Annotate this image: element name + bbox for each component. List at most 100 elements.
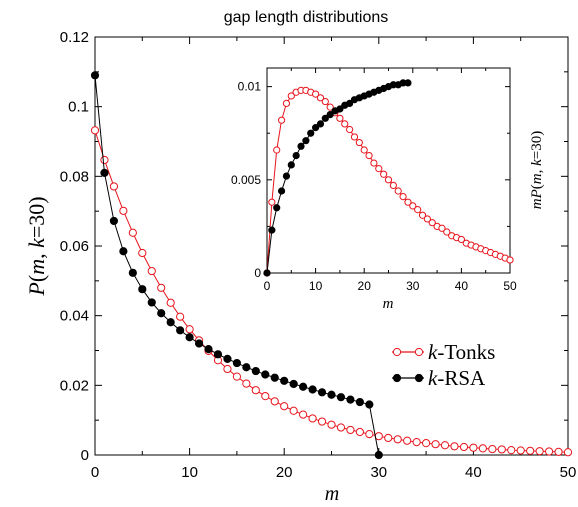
main-point-0 [450, 442, 459, 451]
main-point-0 [299, 410, 308, 419]
chart-title: gap length distributions [224, 9, 389, 26]
inset-point-1 [263, 269, 271, 277]
main-point-0 [412, 438, 421, 447]
main-point-0 [280, 402, 289, 411]
main-point-0 [478, 444, 487, 453]
inset-point-1 [302, 137, 310, 145]
main-point-1 [289, 379, 298, 389]
inset-point-1 [404, 79, 412, 87]
main-point-0 [355, 427, 364, 437]
main-point-0 [459, 442, 469, 452]
main-point-0 [384, 433, 393, 443]
main-point-0 [261, 392, 270, 401]
inset-point-0 [506, 256, 514, 264]
main-point-1 [280, 376, 289, 385]
inset-point-0 [380, 170, 388, 178]
main-y-tick-label: 0.02 [60, 377, 89, 394]
inset-x-tick-label: 20 [358, 279, 372, 293]
inset-point-1 [268, 226, 276, 234]
main-point-1 [270, 373, 279, 382]
main-point-1 [232, 358, 241, 368]
main-point-0 [365, 430, 374, 439]
inset-frame [266, 67, 511, 274]
inset-point-1 [316, 120, 325, 128]
inset-point-1 [297, 142, 305, 150]
main-point-0 [185, 325, 194, 334]
main-point-1 [355, 397, 364, 407]
main-point-0 [516, 446, 525, 455]
inset-point-1 [321, 114, 329, 122]
main-point-1 [176, 326, 185, 335]
main-point-0 [317, 417, 327, 426]
main-x-tick-label: 30 [370, 464, 387, 481]
inset-y-tick-label: 0 [254, 266, 261, 280]
main-point-0 [157, 283, 166, 292]
inset-point-0 [423, 215, 431, 223]
inset-point-0 [428, 219, 436, 227]
inset-point-0 [326, 103, 334, 111]
main-point-0 [336, 423, 346, 432]
inset-point-0 [414, 206, 422, 214]
legend-marker-0 [392, 347, 402, 357]
main-point-1 [204, 345, 213, 354]
main-point-0 [327, 420, 336, 429]
main-point-0 [488, 444, 497, 454]
main-point-0 [100, 155, 109, 165]
inset-x-tick-label: 50 [503, 279, 517, 293]
main-point-1 [365, 400, 374, 409]
inset-point-1 [326, 110, 334, 119]
inset-y-tick-label: 0.01 [238, 80, 262, 94]
main-point-1 [223, 354, 232, 363]
main-point-1 [185, 333, 194, 342]
inset-point-0 [394, 187, 402, 195]
inset-point-1 [273, 204, 281, 212]
main-point-0 [166, 298, 175, 307]
main-point-0 [469, 443, 478, 452]
main-y-tick-label: 0.1 [68, 99, 89, 116]
inset-y-axis-label: mP(m, k=30) [529, 131, 545, 209]
main-point-1 [90, 71, 100, 80]
main-point-0 [346, 425, 355, 435]
inset-point-0 [355, 138, 363, 147]
main-point-0 [393, 435, 402, 444]
main-point-0 [109, 182, 119, 191]
inset-point-0 [438, 224, 446, 232]
inset-point-0 [418, 211, 427, 219]
main-point-0 [440, 441, 450, 450]
inset-x-tick-label: 40 [455, 279, 469, 293]
inset-plot: 0 10 20 30 40 50 0 0.005 0.01 m mP(m, k=30) [205, 60, 557, 322]
main-point-1 [128, 268, 137, 277]
legend-label-0: k-Tonks [428, 340, 495, 364]
inset-point-0 [321, 97, 329, 106]
main-y-axis-label: P(m, k=30) [24, 196, 49, 296]
main-y-tick-label: 0.12 [60, 29, 89, 46]
main-y-tick-label: 0.08 [60, 168, 89, 185]
main-point-0 [90, 126, 100, 135]
inset-point-0 [350, 133, 359, 141]
main-x-tick-label: 50 [560, 464, 577, 481]
main-point-1 [213, 350, 223, 359]
main-point-1 [100, 168, 109, 177]
legend-marker-1 [414, 373, 424, 383]
main-point-0 [147, 266, 156, 276]
main-point-1 [299, 382, 308, 391]
main-point-1 [346, 395, 355, 404]
inset-point-0 [277, 116, 286, 124]
main-point-0 [232, 372, 241, 381]
main-point-0 [374, 432, 383, 441]
main-x-tick-label: 10 [181, 464, 198, 481]
main-point-0 [526, 446, 535, 455]
legend-marker-1 [392, 373, 402, 383]
main-point-0 [242, 379, 251, 388]
main-point-1 [147, 298, 156, 307]
main-y-tick-label: 0.04 [60, 308, 89, 325]
main-point-0 [403, 436, 412, 445]
inset-point-0 [273, 146, 281, 154]
main-point-1 [166, 318, 175, 327]
main-x-tick-label: 40 [465, 464, 482, 481]
main-point-1 [317, 388, 327, 397]
main-point-0 [308, 414, 317, 423]
main-point-0 [251, 386, 260, 395]
main-point-1 [157, 309, 166, 318]
main-point-0 [138, 248, 147, 258]
